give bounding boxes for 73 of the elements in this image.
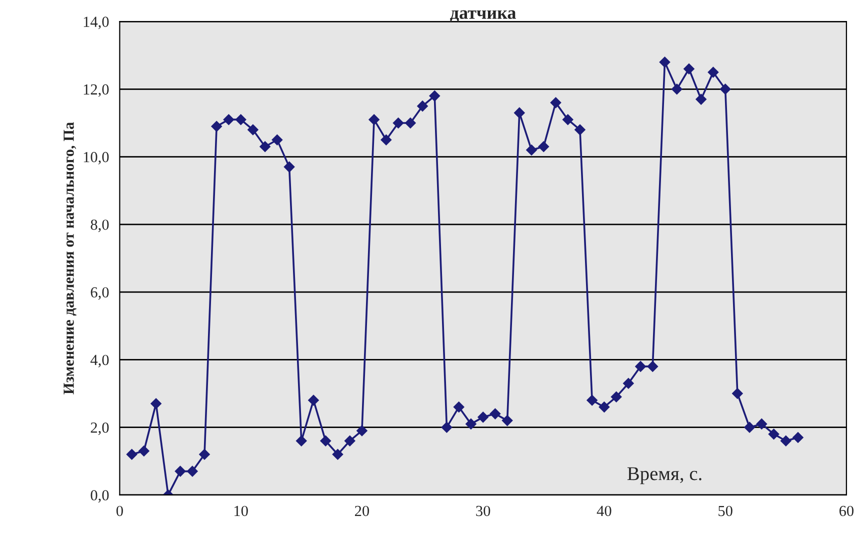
point [732,388,743,399]
point [392,118,404,128]
y-tick-label: 8,0 [90,220,109,232]
point [792,432,804,443]
y-tick-label: 0,0 [90,490,109,503]
point [235,114,246,126]
point [126,448,138,460]
y-tick-label: 12,0 [84,84,109,97]
point [490,408,501,420]
point [684,63,694,74]
point [720,84,731,95]
point [320,435,332,446]
point [586,394,598,406]
x-tick-label: 10 [234,506,248,516]
point [562,114,574,126]
point [550,97,562,108]
point [356,425,368,436]
x-tick-label: 20 [354,506,370,516]
point [174,466,186,477]
point [380,134,392,146]
point [622,378,634,389]
point [296,435,307,446]
point [671,84,682,95]
point [598,402,610,412]
point [272,134,283,146]
point [284,162,295,172]
point [696,94,707,105]
x-tick-label: 30 [476,506,490,516]
point [744,422,755,433]
point [138,446,150,456]
x-tick-label: 60 [839,506,854,516]
point [635,361,646,372]
point [756,418,768,430]
point [708,66,719,78]
y-tick-label: 4,0 [90,354,109,368]
x-tick-label: 50 [718,506,732,516]
point [404,118,416,128]
point [538,141,550,152]
point [478,412,489,423]
point [466,418,476,430]
point [453,402,464,412]
point [248,124,258,136]
point [514,107,525,118]
point [150,398,162,410]
x-axis-title: Время, с. [627,467,702,484]
point [332,448,344,460]
y-tick-label: 2,0 [90,422,109,435]
point [502,415,513,426]
point [186,466,198,477]
point [429,90,440,102]
point [647,361,658,372]
point [417,100,428,112]
x-tick-label: 0 [116,506,123,516]
point [659,56,670,68]
point [526,144,537,156]
y-axis-title: Изменение давления от начального, Па [64,122,76,394]
point [344,435,356,446]
point [260,141,270,152]
y-tick-label: 6,0 [90,287,109,300]
y-tick-label: 14,0 [84,16,109,30]
point [574,124,586,136]
point [211,120,222,132]
chart-title: датчика [450,10,516,22]
point [768,428,780,440]
point [223,114,234,126]
point [368,114,380,126]
x-tick-label: 40 [596,506,612,516]
point [441,422,452,433]
y-tick-label: 10,0 [84,152,109,164]
point [610,391,622,402]
point [780,435,792,446]
point [308,394,319,406]
point [199,448,210,460]
